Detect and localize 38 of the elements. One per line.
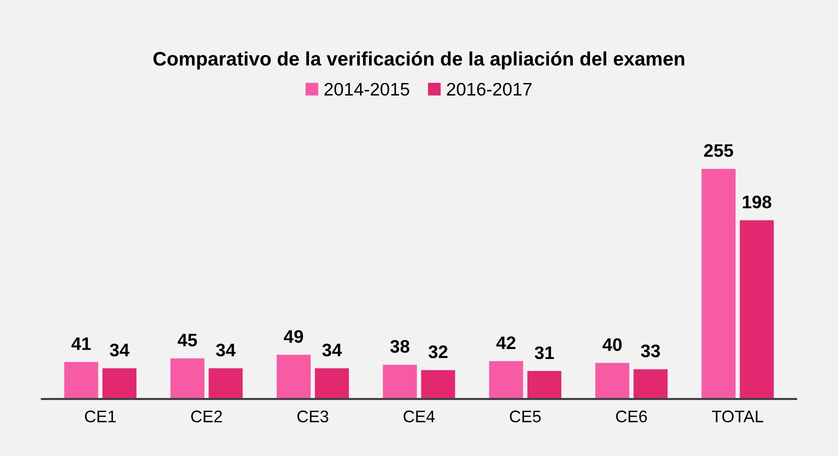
data-label: 49 [284,330,304,343]
data-label: 32 [428,345,448,358]
x-tick-label: TOTAL [712,410,764,422]
x-tick-label: CE1 [84,410,116,422]
bar [740,220,774,399]
bar [527,371,562,399]
bar [64,362,98,399]
data-label: 41 [71,337,91,350]
x-tick-label: CE2 [191,410,222,422]
data-label: 33 [640,344,660,358]
bar [421,370,456,399]
bar [595,362,630,399]
x-tick-label: CE3 [297,410,328,422]
data-label: 198 [742,196,772,208]
x-tick-label: CE4 [404,410,435,422]
data-label: 45 [178,334,197,346]
chart-title: Comparativo de la verificación de la apliación del examen [153,51,684,70]
data-label: 34 [322,344,342,356]
data-label: 255 [704,144,734,157]
x-tick-label: CE6 [616,410,647,422]
legend-label: 2014-2015 [324,82,410,96]
data-label: 38 [390,340,410,353]
bar [489,361,524,399]
data-label: 34 [110,344,130,356]
bar [382,364,417,399]
bar [276,354,311,399]
data-label: 40 [602,338,622,351]
bar [634,369,668,399]
data-label: 34 [216,344,236,356]
legend-label: 2016-2017 [446,82,532,96]
x-tick-label: CE5 [510,410,541,422]
data-label: 42 [496,336,516,350]
bar [702,168,736,399]
bar [208,368,243,399]
data-label: 31 [534,346,554,360]
bar [102,368,136,399]
bar [314,368,349,399]
bar [170,358,204,399]
